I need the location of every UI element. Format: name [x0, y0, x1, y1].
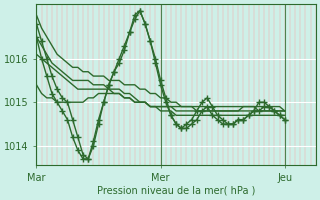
X-axis label: Pression niveau de la mer( hPa ): Pression niveau de la mer( hPa ) — [97, 186, 255, 196]
